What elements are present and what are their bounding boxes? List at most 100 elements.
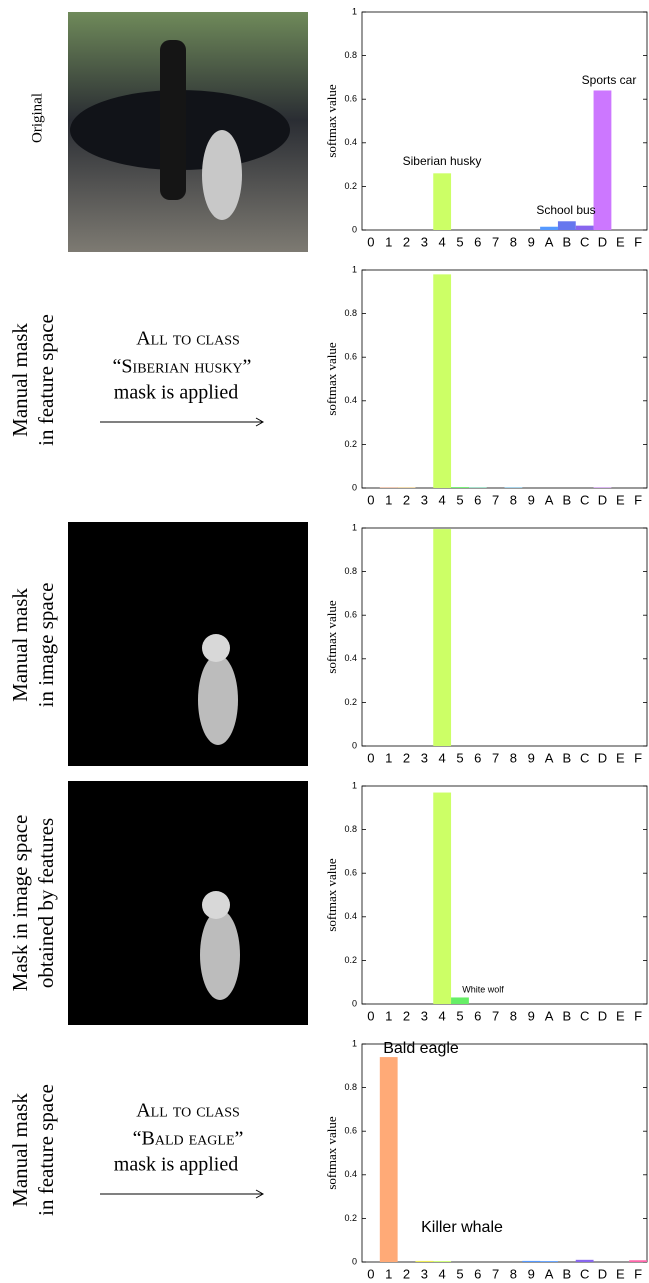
x-tick-label: E [616,1266,625,1281]
x-tick-label: E [616,492,625,507]
x-tick-label: F [634,234,642,249]
x-tick-label: C [580,1008,589,1023]
x-tick-label: 0 [367,1008,374,1023]
x-tick-label: D [598,234,607,249]
bar [540,226,558,230]
bar [433,529,452,746]
row-label: obtained by features [34,818,58,988]
plot-frame [361,527,648,747]
bar [522,1260,541,1262]
dog-head [202,891,230,919]
x-tick-label: F [634,492,642,507]
dog-shape [202,130,242,220]
y-tick-label: 0.8 [344,308,357,318]
caption: “Bald eagle” [133,1128,244,1150]
x-tick-label: 8 [510,492,517,507]
x-tick-label: B [563,1008,572,1023]
y-axis-label: softmax value [324,342,339,416]
row-label: in feature space [34,314,58,446]
x-tick-label: 9 [528,234,535,249]
x-tick-label: A [545,1008,554,1023]
y-tick-label: 0.8 [344,1082,357,1092]
y-tick-label: 0 [352,482,357,492]
x-tick-label: 5 [456,492,463,507]
x-tick-label: 1 [385,234,392,249]
x-tick-label: C [580,234,589,249]
y-tick-label: 1 [352,522,357,532]
x-tick-label: 7 [492,1008,499,1023]
x-tick-label: 7 [492,750,499,765]
x-tick-label: 8 [510,1266,517,1281]
x-tick-label: B [563,1266,572,1281]
x-tick-label: 1 [385,1266,392,1281]
dog-shape [198,655,238,745]
y-tick-label: 0.2 [344,181,357,191]
x-tick-label: 4 [439,1008,446,1023]
arrow-head [255,417,265,427]
bar [451,487,469,488]
row-label: Original [29,93,45,143]
y-tick-label: 0.8 [344,566,357,576]
x-tick-label: 0 [367,1266,374,1281]
x-tick-label: 6 [474,1008,481,1023]
y-tick-label: 0 [352,998,357,1008]
y-axis-label: softmax value [324,84,339,158]
bar [593,90,612,230]
caption: All to class [136,1100,240,1122]
x-tick-label: 3 [421,234,428,249]
y-tick-label: 0.2 [344,439,357,449]
row-label: Manual mask [8,1093,32,1207]
x-tick-label: 1 [385,750,392,765]
y-tick-label: 0.6 [344,610,357,620]
row-label: in image space [34,583,58,708]
x-tick-label: 1 [385,492,392,507]
y-tick-label: 0.6 [344,1126,357,1136]
y-axis-label: softmax value [324,858,339,932]
x-tick-label: D [598,750,607,765]
x-tick-label: A [545,750,554,765]
x-tick-label: B [563,750,572,765]
row-label: Mask in image space [8,815,32,992]
x-tick-label: E [616,1008,625,1023]
x-tick-label: D [598,492,607,507]
x-tick-label: 0 [367,492,374,507]
y-tick-label: 0.4 [344,653,357,663]
x-tick-label: 8 [510,234,517,249]
x-tick-label: C [580,1266,589,1281]
x-tick-label: 4 [439,234,446,249]
bar [379,1057,398,1262]
plot-frame [361,1043,648,1263]
x-tick-label: D [598,1008,607,1023]
x-tick-label: A [545,1266,554,1281]
x-tick-label: 0 [367,234,374,249]
x-tick-label: 5 [456,750,463,765]
x-tick-label: 7 [492,1266,499,1281]
y-tick-label: 0.2 [344,697,357,707]
x-tick-label: 3 [421,750,428,765]
y-tick-label: 0 [352,224,357,234]
x-tick-label: B [563,234,572,249]
annotation: Bald eagle [383,1040,459,1057]
y-tick-label: 0.4 [344,395,357,405]
bar [433,1261,452,1262]
y-tick-label: 0.2 [344,1213,357,1223]
y-tick-label: 0 [352,740,357,750]
row-label: Manual mask [8,323,32,437]
x-tick-label: 3 [421,1266,428,1281]
x-tick-label: 5 [456,1008,463,1023]
y-tick-label: 1 [352,1038,357,1048]
y-tick-label: 0.4 [344,137,357,147]
y-tick-label: 0.2 [344,955,357,965]
bar [433,274,452,488]
x-tick-label: 9 [528,750,535,765]
x-tick-label: C [580,750,589,765]
x-tick-label: A [545,234,554,249]
y-tick-label: 0.6 [344,868,357,878]
x-tick-label: 1 [385,1008,392,1023]
y-tick-label: 0.4 [344,1169,357,1179]
y-tick-label: 1 [352,264,357,274]
x-tick-label: 6 [474,1266,481,1281]
x-tick-label: 2 [403,492,410,507]
x-tick-label: 9 [528,1008,535,1023]
caption: mask is applied [114,382,238,404]
